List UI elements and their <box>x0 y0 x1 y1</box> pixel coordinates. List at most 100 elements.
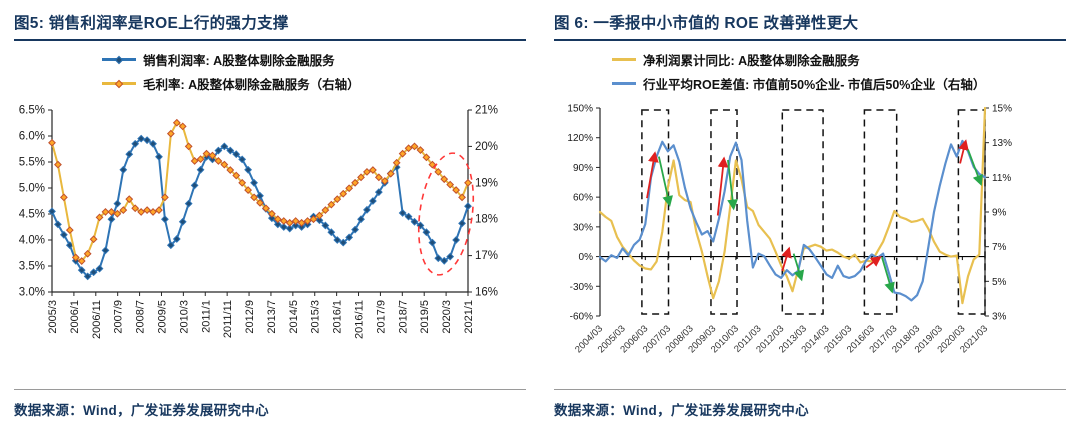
series-0-marker <box>149 139 157 148</box>
right-axis-tick-label: 17% <box>475 250 498 262</box>
series-0-marker <box>452 236 461 244</box>
series-0-marker <box>297 223 306 231</box>
x-axis-tick-label: 2014/5 <box>288 300 300 334</box>
series-0-marker <box>113 199 122 208</box>
trend-arrow-green <box>727 159 738 211</box>
series-1-marker <box>202 149 211 158</box>
series-0-marker <box>374 188 383 197</box>
figure-5-title: 图5: 销售利润率是ROE上行的强力支撑 <box>14 11 526 41</box>
series-1-marker <box>380 177 389 185</box>
series-1-marker <box>220 160 229 169</box>
figure-6-title: 图 6: 一季报中小市值的 ROE 改善弹性更大 <box>554 11 1066 41</box>
series-0-marker <box>95 264 104 273</box>
series-1-marker <box>166 129 175 138</box>
highlight-box <box>710 109 738 315</box>
series-1-marker <box>267 209 276 218</box>
series-0-marker <box>238 155 247 164</box>
figure-6-chart: 150% 120% 90% 60% 30% 0% -30% -60% 15% 13% 11% 9% 7%… <box>567 104 1012 356</box>
legend-item: 行业平均ROE差值: 市值前50%企业- 市值后50%企业（右轴） <box>612 74 1066 93</box>
series-1-marker <box>392 158 401 167</box>
series-1-marker <box>315 211 324 220</box>
series-1-marker <box>71 253 80 262</box>
series-0-marker <box>327 228 336 237</box>
series-1-marker <box>232 171 241 180</box>
x-axis-tick-label: 2021/1 <box>463 300 475 334</box>
series-0-marker <box>101 246 110 255</box>
series-0-marker <box>434 254 443 263</box>
series-0-marker <box>416 221 425 230</box>
legend-line-swatch <box>612 58 636 61</box>
right-axis-tick-label: 11% <box>992 173 1011 184</box>
series-0-marker <box>244 165 253 174</box>
x-axis-tick-label: 2013/7 <box>266 300 278 334</box>
trend-arrow-red <box>865 256 882 269</box>
series-1-marker <box>59 193 68 202</box>
series-1-marker <box>65 226 74 235</box>
series-1-marker <box>345 184 354 193</box>
series-0-marker <box>196 165 205 174</box>
series-1-marker <box>190 157 199 165</box>
right-axis-tick-label: 3% <box>992 312 1007 323</box>
x-axis-tick-label: 2012/9 <box>244 300 256 334</box>
series-0-marker <box>285 224 294 233</box>
series-1-marker <box>404 144 413 153</box>
left-axis-tick-label: 3.0% <box>19 287 45 299</box>
legend-item: 毛利率: A股整体剔除金融服务（右轴） <box>102 74 526 93</box>
series-1-marker <box>446 180 455 189</box>
series-1-marker <box>398 149 407 158</box>
series-1-marker <box>244 186 253 194</box>
highlight-box <box>781 109 824 315</box>
series-1-marker <box>333 195 342 204</box>
series-1-marker <box>339 189 348 198</box>
series-1-marker <box>131 204 140 213</box>
x-axis-tick-label: 2018/7 <box>397 300 409 334</box>
series-1-marker <box>250 193 258 202</box>
series-0-marker <box>137 134 146 143</box>
trend-arrow-red <box>646 151 659 199</box>
series-1-marker <box>434 167 443 176</box>
series-0-marker <box>77 266 86 275</box>
figure-5-panel: 图5: 销售利润率是ROE上行的强力支撑 销售利润率: A股整体剔除金融服务毛利… <box>14 11 526 418</box>
series-0-marker <box>250 178 258 187</box>
series-0-marker <box>166 241 175 250</box>
legend-line-swatch <box>102 55 136 64</box>
left-axis-tick-label: 5.5% <box>19 157 45 169</box>
series-0-marker <box>48 207 56 216</box>
right-axis-tick-label: 5% <box>992 277 1007 288</box>
series-1-marker <box>303 217 312 225</box>
left-axis-tick-label: 0% <box>579 252 594 263</box>
right-axis-tick-label: 13% <box>992 138 1012 149</box>
series-1-marker <box>285 218 294 227</box>
left-axis-tick-label: -30% <box>570 282 593 293</box>
left-axis-tick-label: 6.5% <box>19 105 45 117</box>
x-axis-tick-label: 2020/3 <box>441 300 453 334</box>
series-0-marker <box>143 136 151 145</box>
series-0-marker <box>220 142 229 151</box>
series-1-marker <box>149 208 157 216</box>
series-1-marker <box>89 235 98 244</box>
series-1-marker <box>256 198 264 207</box>
series-1-marker <box>291 217 300 225</box>
series-1-marker <box>440 175 449 184</box>
series-0-marker <box>464 202 472 211</box>
legend-label: 销售利润率: A股整体剔除金融服务 <box>143 54 335 68</box>
right-axis-tick-label: 7% <box>992 242 1007 253</box>
series-1-marker <box>178 122 187 131</box>
series-1-marker <box>226 166 235 174</box>
series-1-marker <box>386 169 395 178</box>
series-1-marker <box>321 206 330 215</box>
series-0-marker <box>54 220 62 229</box>
series-1-marker <box>48 138 56 147</box>
x-axis-tick-label: 2006/1 <box>69 300 81 334</box>
series-0-marker <box>333 236 342 244</box>
series-1-marker <box>125 195 134 204</box>
left-axis-tick-label: 120% <box>567 133 593 144</box>
series-1-marker <box>327 200 336 209</box>
series-1-marker <box>279 217 288 225</box>
x-axis-tick-label: 2007/9 <box>113 300 125 334</box>
right-axis-tick-label: 18% <box>475 214 498 226</box>
figure-6-panel: 图 6: 一季报中小市值的 ROE 改善弹性更大 净利润累计同比: A股整体剔除… <box>540 0 1080 430</box>
legend-label: 毛利率: A股整体剔除金融服务（右轴） <box>143 78 360 92</box>
series-1-marker <box>410 142 419 151</box>
